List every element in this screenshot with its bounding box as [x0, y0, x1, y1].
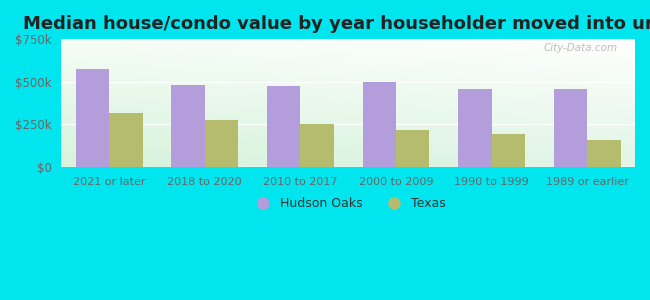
Bar: [300, 124, 334, 167]
Bar: [75, 69, 109, 167]
Bar: [172, 85, 205, 167]
Bar: [396, 130, 430, 167]
Bar: [205, 120, 238, 167]
Bar: [267, 86, 300, 167]
Legend: Hudson Oaks, Texas: Hudson Oaks, Texas: [245, 192, 451, 215]
Bar: [554, 89, 587, 167]
Bar: [587, 140, 621, 167]
Bar: [109, 113, 142, 167]
Bar: [458, 89, 491, 167]
Bar: [491, 134, 525, 167]
Bar: [363, 82, 396, 167]
Text: City-Data.com: City-Data.com: [543, 43, 618, 52]
Title: Median house/condo value by year householder moved into unit: Median house/condo value by year househo…: [23, 15, 650, 33]
